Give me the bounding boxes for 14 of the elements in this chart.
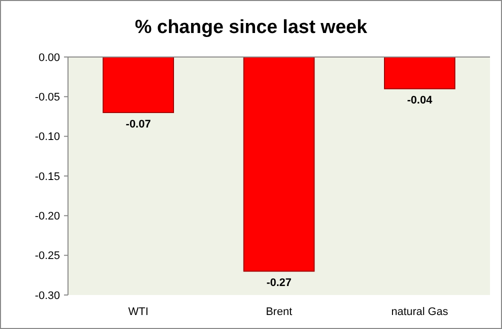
- y-tick-label: -0.30: [34, 290, 60, 302]
- y-tick-label: -0.20: [34, 210, 60, 223]
- x-tick-label: natural Gas: [391, 306, 449, 318]
- data-label: -0.27: [266, 277, 292, 290]
- x-tick-label: WTI: [128, 306, 148, 318]
- y-tick-label: -0.05: [34, 92, 60, 104]
- y-tick-label: -0.15: [34, 170, 60, 183]
- y-tick-label: -0.10: [34, 131, 60, 144]
- y-tick-label: -0.25: [34, 250, 60, 262]
- y-tick-label: 0.00: [38, 52, 60, 64]
- data-label: -0.07: [126, 118, 151, 131]
- data-label: -0.04: [407, 94, 434, 107]
- x-tick-label: Brent: [266, 306, 292, 318]
- chart-title: % change since last week: [134, 17, 368, 38]
